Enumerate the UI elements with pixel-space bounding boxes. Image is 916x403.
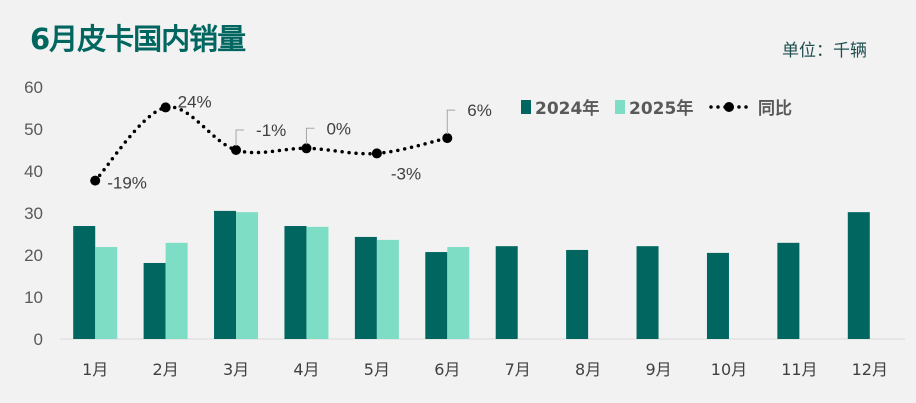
legend-label-yoy: 同比: [758, 98, 792, 119]
y-tick-label: 30: [24, 204, 43, 223]
bar-2024年-10月: [706, 252, 729, 339]
yoy-data-label: 0%: [326, 119, 351, 138]
y-tick-label: 0: [34, 330, 43, 349]
bar-2024年-6月: [425, 252, 448, 339]
x-tick-label: 12月: [852, 360, 888, 379]
x-tick-label: 1月: [82, 360, 108, 379]
bar-2024年-12月: [847, 212, 870, 339]
bar-2024年-5月: [354, 236, 377, 339]
yoy-data-label: -3%: [391, 164, 421, 183]
y-tick-label: 10: [24, 288, 43, 307]
yoy-marker: [231, 145, 242, 155]
yoy-line: [93, 105, 450, 183]
bar-2024年-11月: [777, 242, 800, 339]
bar-2025年-4月: [306, 226, 329, 339]
yoy-marker: [371, 148, 382, 159]
yoy-marker: [442, 133, 453, 144]
leader-line: [235, 129, 245, 146]
yoy-data-label: -1%: [256, 121, 286, 140]
x-tick-label: 11月: [781, 360, 817, 379]
legend-swatch-2025: [615, 100, 625, 114]
y-tick-label: 50: [24, 120, 43, 139]
legend-label-2025: 2025年: [629, 98, 693, 119]
x-tick-label: 5月: [364, 360, 390, 379]
leader-line: [446, 109, 456, 135]
chart-title: 6月皮卡国内销量: [30, 22, 246, 56]
yoy-marker: [90, 175, 101, 186]
x-tick-label: 8月: [575, 360, 601, 379]
x-tick-label: 4月: [293, 360, 319, 379]
leader-line: [305, 127, 315, 145]
x-tick-label: 2月: [153, 360, 179, 379]
x-tick-label: 9月: [645, 360, 671, 379]
x-tick-label: 6月: [434, 360, 460, 379]
bar-2025年-3月: [236, 212, 259, 339]
bar-2025年-1月: [95, 247, 118, 339]
yoy-data-label: 24%: [178, 92, 212, 111]
bar-2025年-6月: [447, 247, 470, 339]
yoy-data-label: 6%: [467, 101, 492, 120]
y-tick-label: 40: [24, 162, 43, 181]
yoy-data-label: -19%: [107, 174, 147, 193]
legend-swatch-2024: [521, 100, 531, 114]
y-tick-label: 20: [24, 246, 43, 265]
x-tick-label: 7月: [505, 360, 531, 379]
y-tick-label: 60: [24, 78, 43, 97]
bar-2024年-9月: [636, 246, 659, 339]
x-tick-label: 10月: [711, 360, 747, 379]
bar-2024年-7月: [495, 246, 518, 339]
unit-label: 单位：千辆: [782, 41, 867, 61]
bar-2024年-3月: [214, 210, 237, 339]
bar-2025年-2月: [165, 242, 188, 339]
yoy-marker: [160, 102, 171, 113]
legend-marker-yoy: [724, 102, 734, 112]
bar-2024年-2月: [143, 262, 166, 339]
bar-2025年-5月: [376, 239, 399, 339]
legend-label-2024: 2024年: [535, 98, 599, 119]
bar-2024年-8月: [566, 249, 589, 339]
yoy-marker: [301, 143, 312, 154]
bar-2024年-1月: [73, 226, 96, 339]
bar-2024年-4月: [284, 226, 307, 339]
x-tick-label: 3月: [223, 360, 249, 379]
